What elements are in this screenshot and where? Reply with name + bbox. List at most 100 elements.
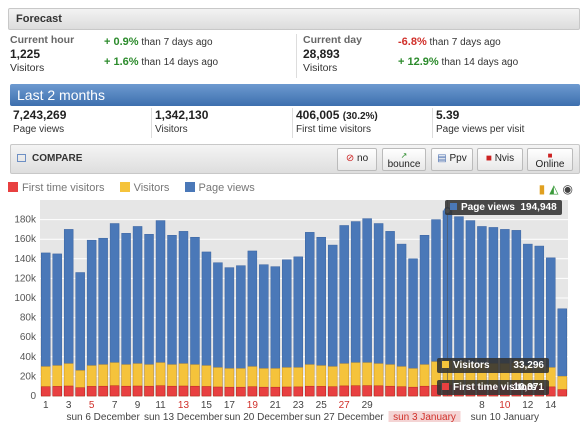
delta-value: + 1.6%	[104, 56, 139, 68]
bar-first-time-visitors	[109, 385, 120, 397]
x-tick-label: 23	[293, 400, 305, 411]
x-tick-label: 5	[89, 400, 95, 411]
current-hour-cmp-7: + 0.9% than 7 days ago	[104, 36, 213, 48]
bar-first-time-visitors	[155, 385, 166, 397]
forecast-title: Forecast	[16, 13, 62, 25]
bar-first-time-visitors	[224, 386, 235, 397]
compare-toolbar: COMPARE ⊘ no ↗ bounce ▤ Ppv ■ Nvis ■ Onlin…	[10, 144, 580, 174]
bar-first-time-visitors	[75, 387, 85, 397]
bar-first-time-visitors	[132, 385, 143, 397]
delta-text: than 7 days ago	[429, 37, 501, 48]
x-tick-label: 12	[522, 400, 534, 411]
pages-icon: ▤	[437, 153, 447, 164]
chart-legend: First time visitors Visitors Page views	[8, 182, 267, 194]
x-tick-label: 11	[155, 400, 166, 411]
kpi-first-time-visitors: 406,005 (30.2%) First time visitors	[293, 108, 433, 138]
bar-first-time-visitors	[557, 389, 567, 397]
bar-first-time-visitors	[293, 386, 303, 397]
delta-value: + 12.9%	[398, 56, 439, 68]
y-tick-label: 140k	[14, 254, 37, 265]
legend-label: Page views	[198, 182, 255, 194]
compare-icon	[17, 154, 26, 162]
bar-first-time-visitors	[178, 385, 189, 397]
legend-label: Visitors	[133, 182, 170, 194]
x-tick-label: 15	[201, 400, 213, 411]
legend-label: First time visitors	[22, 182, 105, 194]
tooltip-value: 10,371	[513, 382, 544, 393]
kpi-extra: (30.2%)	[342, 111, 378, 122]
camera-icon[interactable]: ◉	[562, 182, 573, 196]
compare-nvis-button[interactable]: ■ Nvis	[477, 148, 523, 171]
y-tick-label: 120k	[14, 273, 37, 284]
kpi-page-views: 7,243,269 Page views	[10, 108, 152, 138]
button-label: bounce	[387, 159, 421, 170]
delta-value: + 0.9%	[104, 36, 139, 48]
forecast-divider	[296, 34, 297, 78]
current-day-value: 28,893	[303, 47, 340, 61]
delta-text: than 14 days ago	[141, 57, 219, 68]
bar-first-time-visitors	[98, 385, 108, 397]
week-label: sun 27 December	[305, 412, 385, 423]
button-label: Online	[535, 159, 565, 170]
legend-visitors[interactable]: Visitors	[119, 182, 170, 194]
arrow-icon: ↗	[400, 151, 408, 160]
period-header: Last 2 months	[10, 84, 580, 106]
tooltip-value: 33,296	[513, 360, 544, 371]
bar-first-time-visitors	[201, 386, 212, 397]
delta-text: than 7 days ago	[141, 37, 213, 48]
current-day-label: Current day	[303, 34, 362, 46]
y-tick-label: 20k	[20, 371, 37, 382]
kpi-value: 406,005	[296, 108, 340, 122]
compare-title: COMPARE	[17, 153, 82, 164]
bar-first-time-visitors	[316, 386, 326, 397]
current-day-cmp-7: -6.8% than 7 days ago	[398, 36, 501, 48]
bar-first-time-visitors	[270, 386, 281, 397]
bar-first-time-visitors	[282, 386, 292, 397]
bar-first-time-visitors	[121, 385, 131, 397]
y-tick-label: 40k	[20, 352, 37, 363]
current-hour-block: Current hour 1,225 Visitors	[10, 34, 74, 74]
legend-first-time-visitors[interactable]: First time visitors	[8, 182, 105, 194]
compare-ppv-button[interactable]: ▤ Ppv	[431, 148, 473, 171]
tooltip-label: Visitors	[453, 360, 490, 371]
kpi-visitors: 1,342,130 Visitors	[152, 108, 293, 138]
area-chart-icon[interactable]: ◭	[549, 182, 559, 196]
x-tick-label: 10	[499, 400, 511, 411]
bar-first-time-visitors	[213, 386, 223, 397]
legend-swatch	[119, 182, 130, 192]
x-tick-label: 9	[135, 400, 141, 411]
visitor-icon: ■	[485, 153, 492, 164]
bar-first-time-visitors	[305, 385, 315, 397]
current-hour-value: 1,225	[10, 47, 41, 61]
tooltip-first-time-visitors: First time visitors 10,371	[437, 380, 549, 395]
delta-text: than 14 days ago	[441, 57, 519, 68]
online-icon: ■	[547, 151, 553, 160]
bar-first-time-visitors	[339, 385, 349, 397]
legend-swatch	[184, 182, 195, 192]
period-title: Last 2 months	[17, 87, 105, 103]
bar-first-time-visitors	[373, 385, 384, 397]
y-tick-label: 0	[30, 391, 36, 402]
x-tick-label: 1	[43, 400, 49, 411]
tooltip-page-views: Page views 194,948	[445, 200, 562, 215]
bar-first-time-visitors	[41, 386, 51, 397]
bar-chart-icon[interactable]: ▮	[538, 182, 546, 196]
compare-label: COMPARE	[32, 153, 83, 164]
button-label: no	[357, 153, 369, 164]
bar-first-time-visitors	[385, 385, 395, 397]
x-tick-label: 25	[316, 400, 328, 411]
bar-first-time-visitors	[86, 386, 97, 397]
compare-bounce-button[interactable]: ↗ bounce	[382, 148, 426, 171]
kpi-label: Page views per visit	[436, 124, 525, 135]
week-label: sun 20 December	[224, 412, 304, 423]
legend-page-views[interactable]: Page views	[184, 182, 255, 194]
tooltip-label: Page views	[461, 202, 515, 213]
compare-online-button[interactable]: ■ Online	[527, 148, 573, 171]
kpi-label: Page views	[13, 124, 65, 135]
bar-first-time-visitors	[362, 385, 372, 397]
week-label: sun 3 January	[393, 412, 456, 423]
compare-no-button[interactable]: ⊘ no	[337, 148, 377, 171]
button-label: Ppv	[449, 153, 467, 164]
x-tick-label: 8	[479, 400, 485, 411]
